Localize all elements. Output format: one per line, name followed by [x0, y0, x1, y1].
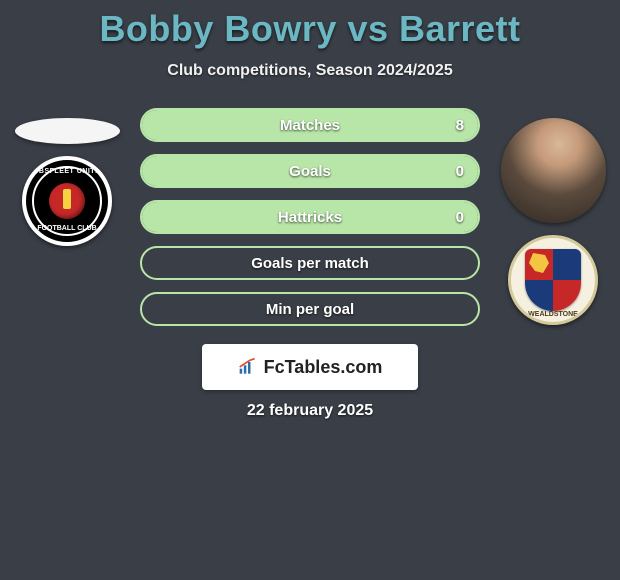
stat-value-right: 0: [456, 163, 464, 180]
right-player-avatar: [501, 118, 606, 223]
stat-label: Matches: [280, 117, 340, 134]
stat-bar: Min per goal: [140, 292, 480, 326]
stats-column: Matches 8 Goals 0 Hattricks 0 Goals per match M…: [140, 108, 480, 326]
page-title: Bobby Bowry vs Barrett: [0, 8, 620, 50]
stat-label: Goals: [289, 163, 331, 180]
stat-value-right: 8: [456, 117, 464, 134]
stat-value-right: 0: [456, 209, 464, 226]
stat-label: Goals per match: [251, 255, 369, 272]
comparison-card: Bobby Bowry vs Barrett Club competitions…: [0, 0, 620, 420]
stat-bar: Matches 8: [140, 108, 480, 142]
stat-bar: Hattricks 0: [140, 200, 480, 234]
brand-text: FcTables.com: [264, 357, 383, 378]
stat-bar: Goals 0: [140, 154, 480, 188]
left-column: EBBSFLEET UNITED FOOTBALL CLUB: [12, 108, 122, 246]
brand-box[interactable]: FcTables.com: [202, 344, 418, 390]
left-player-avatar: [15, 118, 120, 144]
right-column: WEALDSTONE: [498, 108, 608, 325]
left-club-bottom-text: FOOTBALL CLUB: [26, 225, 108, 232]
chart-icon: [238, 358, 258, 376]
stat-bar: Goals per match: [140, 246, 480, 280]
stat-label: Hattricks: [278, 209, 342, 226]
right-club-bottom-text: WEALDSTONE: [511, 311, 595, 318]
right-club-badge: WEALDSTONE: [508, 235, 598, 325]
content-row: EBBSFLEET UNITED FOOTBALL CLUB Matches 8 G…: [0, 108, 620, 326]
stat-label: Min per goal: [266, 301, 354, 318]
date-text: 22 february 2025: [0, 402, 620, 420]
left-club-badge: EBBSFLEET UNITED FOOTBALL CLUB: [22, 156, 112, 246]
subtitle: Club competitions, Season 2024/2025: [0, 62, 620, 80]
